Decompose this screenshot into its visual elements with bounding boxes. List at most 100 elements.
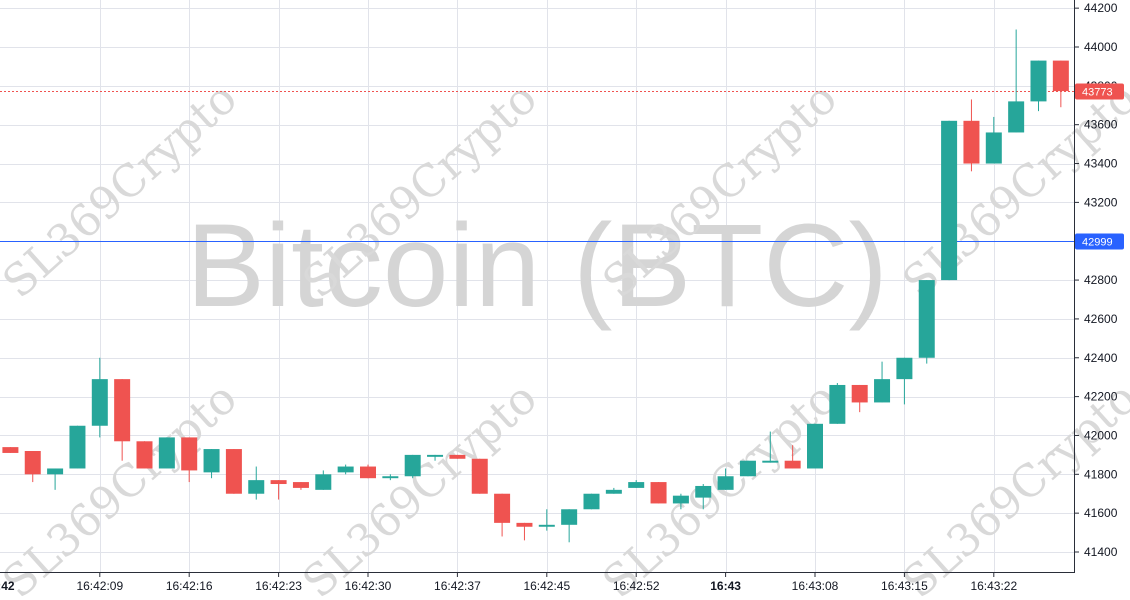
y-tick-label: 42600 [1084,312,1118,326]
candle-body [2,447,19,453]
candle[interactable] [941,120,958,281]
y-tick-label: 41600 [1084,506,1118,520]
candle[interactable] [248,466,265,500]
candle-body [270,480,287,485]
candle-body [1052,60,1069,92]
watermark-title: Bitcoin (BTC) [186,200,888,332]
x-tick-label: 16:42:52 [613,579,660,593]
candle-body [762,460,779,463]
candle[interactable] [181,437,198,483]
candle[interactable] [270,480,287,500]
candle[interactable] [538,509,555,531]
candles[interactable] [2,29,1069,543]
candle-body [695,485,712,498]
candle-body [851,384,868,403]
candle-body [963,120,980,164]
candle[interactable] [628,480,645,488]
candle[interactable] [918,280,935,364]
price-tag-label: 43773 [1082,87,1113,99]
y-tick-label: 43200 [1084,195,1118,209]
candle-body [382,476,399,479]
candle[interactable] [985,116,1002,164]
candle-body [829,384,846,424]
candle[interactable] [695,484,712,510]
candle[interactable] [650,482,667,504]
candle[interactable] [807,423,823,469]
candle[interactable] [158,437,175,469]
candle[interactable] [47,468,64,490]
candle-body [24,451,41,475]
candle[interactable] [784,445,801,469]
candle[interactable] [1052,60,1069,108]
candle-body [337,466,354,473]
y-tick-label: 44000 [1084,40,1118,54]
candle-body [807,423,823,469]
candle[interactable] [337,464,354,475]
candle[interactable] [427,454,444,461]
candle[interactable] [1008,29,1025,133]
candle[interactable] [203,449,220,479]
x-tick-label: 16:42:09 [76,579,123,593]
candle-body [516,522,533,527]
candle[interactable] [829,383,846,424]
x-axis-ticks: 16:42 16:42:09 16:42:16 16:42:23 16:42:30 16:… [0,572,1017,593]
candle[interactable] [494,493,511,537]
candle[interactable] [516,522,533,541]
x-tick-label: 16:43 [710,579,741,593]
y-tick-label: 42800 [1084,273,1118,287]
candle-body [717,476,734,490]
candle[interactable] [404,454,421,479]
candle[interactable] [583,493,600,510]
candle[interactable] [963,99,980,172]
x-tick-label: 16:42:45 [523,579,570,593]
candle[interactable] [449,454,466,459]
candle[interactable] [2,447,19,453]
candle[interactable] [225,449,242,494]
y-tick-label: 42200 [1084,390,1118,404]
candle-body [494,493,511,523]
candle[interactable] [360,464,376,479]
y-tick-label: 42000 [1084,428,1118,442]
candle[interactable] [24,451,41,483]
candle[interactable] [136,441,153,469]
candle[interactable] [874,361,891,403]
candle[interactable] [896,357,913,405]
candle[interactable] [762,431,779,463]
candle[interactable] [315,470,332,490]
candle-body [360,466,376,479]
candle-body [918,280,935,358]
candle-body [985,132,1002,164]
candle-body [114,379,131,442]
candle[interactable] [561,509,578,543]
candle[interactable] [114,379,131,461]
candle[interactable] [739,460,756,477]
candle-body [404,454,421,477]
x-tick-label: 16:43:22 [970,579,1017,593]
candle[interactable] [91,357,108,438]
axes [0,0,1075,573]
price-tag-background [1075,83,1124,100]
candle[interactable] [672,493,689,510]
candle-body [69,425,86,469]
candle-body [561,509,578,525]
candle-body [47,468,64,475]
candle[interactable] [382,474,399,481]
candle[interactable] [717,468,734,490]
candle[interactable] [851,384,868,413]
candle-body [650,482,667,504]
candle[interactable] [292,482,309,490]
candle[interactable] [471,458,488,494]
candle-body [605,489,622,494]
y-tick-label: 44200 [1084,1,1118,15]
x-tick-label: 16:42:30 [345,579,392,593]
candle[interactable] [69,425,86,469]
price-tags: 43773 42999 [1075,83,1124,250]
candle-body [136,441,153,469]
candle[interactable] [1030,60,1047,112]
candle-body [672,495,689,504]
candle[interactable] [605,487,622,494]
candle-body [225,449,242,494]
candle-body [158,437,175,469]
candle-body [1030,60,1047,102]
